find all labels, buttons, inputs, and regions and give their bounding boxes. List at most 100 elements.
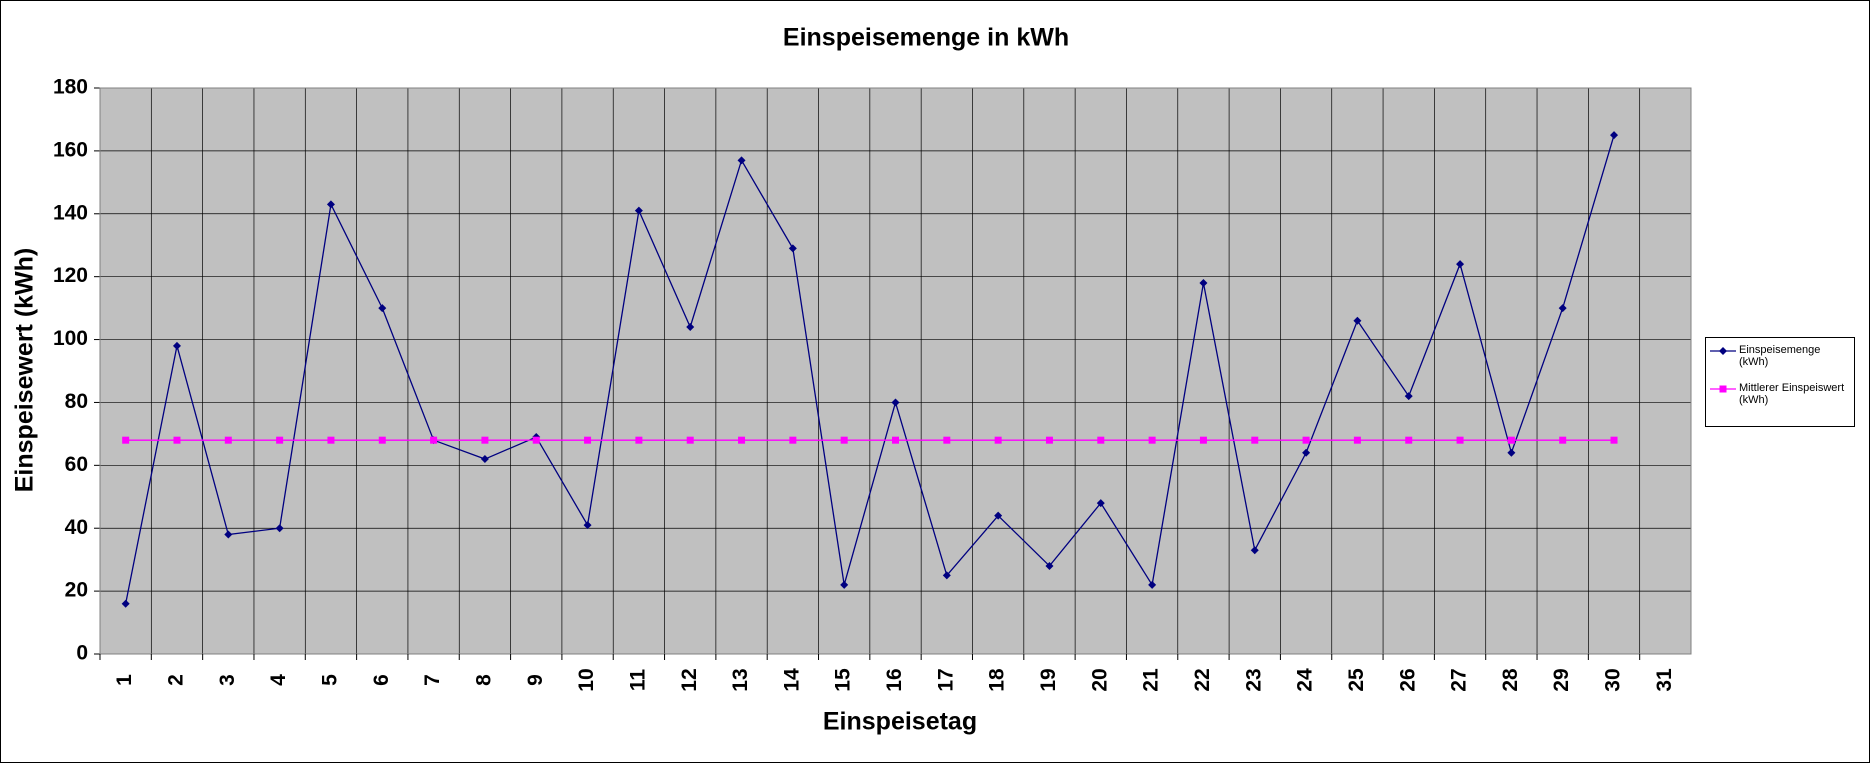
point — [840, 436, 848, 444]
point — [891, 398, 900, 407]
point — [1610, 131, 1619, 140]
point — [1507, 448, 1516, 457]
point — [1148, 580, 1157, 589]
x-tick-label: 19 — [1037, 668, 1060, 691]
x-tick-label: 17 — [934, 668, 957, 691]
x-tick-label: 11 — [626, 669, 649, 692]
plot-area — [100, 88, 1691, 654]
x-tick-label: 1 — [113, 674, 136, 686]
x-tick-label: 16 — [883, 668, 906, 691]
x-tick-label: 18 — [986, 668, 1009, 692]
point — [1558, 304, 1567, 313]
point — [1353, 436, 1361, 444]
x-tick-label: 15 — [832, 668, 855, 692]
x-tick-label: 27 — [1448, 668, 1471, 691]
legend-item: Einspeisemenge (kWh) — [1710, 344, 1850, 368]
point — [1456, 260, 1465, 269]
legend-label: Einspeisemenge (kWh) — [1739, 344, 1821, 368]
point — [480, 455, 489, 464]
point — [738, 436, 746, 444]
point — [1251, 436, 1259, 444]
y-tick-label: 120 — [53, 264, 88, 287]
point — [532, 436, 540, 444]
point — [327, 436, 335, 444]
y-tick-label: 60 — [65, 453, 88, 476]
point — [942, 571, 951, 580]
point — [943, 436, 951, 444]
point — [1148, 436, 1156, 444]
point — [121, 599, 130, 608]
chart-title: Einspeisemenge in kWh — [783, 24, 1069, 52]
x-tick-label: 30 — [1602, 668, 1625, 691]
point — [173, 436, 181, 444]
y-tick-label: 40 — [65, 516, 88, 539]
point — [635, 436, 643, 444]
point — [1302, 436, 1310, 444]
x-tick-label: 6 — [370, 674, 393, 686]
point — [686, 436, 694, 444]
legend-marker — [1719, 385, 1727, 393]
x-tick-label: 24 — [1294, 668, 1317, 692]
x-tick-label: 20 — [1088, 668, 1111, 691]
point — [994, 436, 1002, 444]
x-tick-label: 10 — [575, 668, 598, 691]
point — [275, 524, 284, 533]
point — [840, 580, 849, 589]
y-tick-label: 0 — [76, 642, 88, 665]
x-axis-label: Einspeisetag — [823, 708, 977, 736]
point — [994, 511, 1003, 520]
y-tick-label: 100 — [53, 327, 88, 350]
x-tick-label: 22 — [1191, 668, 1214, 691]
y-axis-label: Einspeisewert (kWh) — [11, 248, 39, 493]
x-tick-label: 13 — [729, 668, 752, 691]
point — [430, 436, 438, 444]
y-tick-label: 80 — [65, 390, 88, 413]
point — [1610, 436, 1618, 444]
x-tick-label: 28 — [1499, 668, 1522, 692]
legend-marker — [1719, 347, 1727, 355]
x-tick-label: 7 — [421, 674, 444, 686]
point — [1199, 436, 1207, 444]
point — [224, 436, 232, 444]
point — [1045, 561, 1054, 570]
x-tick-label: 29 — [1550, 668, 1573, 691]
point — [1302, 448, 1311, 457]
y-tick-label: 180 — [53, 76, 88, 99]
point — [737, 156, 746, 165]
x-tick-label: 3 — [216, 674, 239, 686]
plot-border — [99, 87, 1692, 655]
point — [224, 530, 233, 539]
x-tick-label: 14 — [780, 668, 803, 692]
legend-swatch — [1710, 385, 1736, 393]
series-line — [125, 134, 1615, 604]
legend-swatch — [1710, 347, 1736, 355]
point — [326, 200, 335, 209]
y-tick-label: 20 — [65, 579, 88, 602]
point — [1559, 436, 1567, 444]
point — [122, 436, 130, 444]
point — [1250, 546, 1259, 555]
point — [1045, 436, 1053, 444]
point — [584, 436, 592, 444]
point — [789, 436, 797, 444]
x-tick-label: 31 — [1653, 668, 1676, 692]
y-tick-label: 160 — [53, 138, 88, 161]
point — [172, 341, 181, 350]
x-tick-label: 23 — [1242, 668, 1265, 691]
point — [686, 322, 695, 331]
point — [634, 206, 643, 215]
x-tick-label: 5 — [318, 674, 341, 686]
point — [1096, 499, 1105, 508]
point — [481, 436, 489, 444]
point — [583, 521, 592, 530]
point — [1456, 436, 1464, 444]
point — [892, 436, 899, 444]
x-tick-label: 25 — [1345, 668, 1368, 692]
point — [1097, 436, 1105, 444]
x-tick-label: 8 — [472, 674, 495, 686]
legend-label: Mittlerer Einspeiswert (kWh) — [1739, 382, 1845, 406]
point — [378, 304, 387, 313]
x-tick-label: 4 — [267, 674, 290, 686]
